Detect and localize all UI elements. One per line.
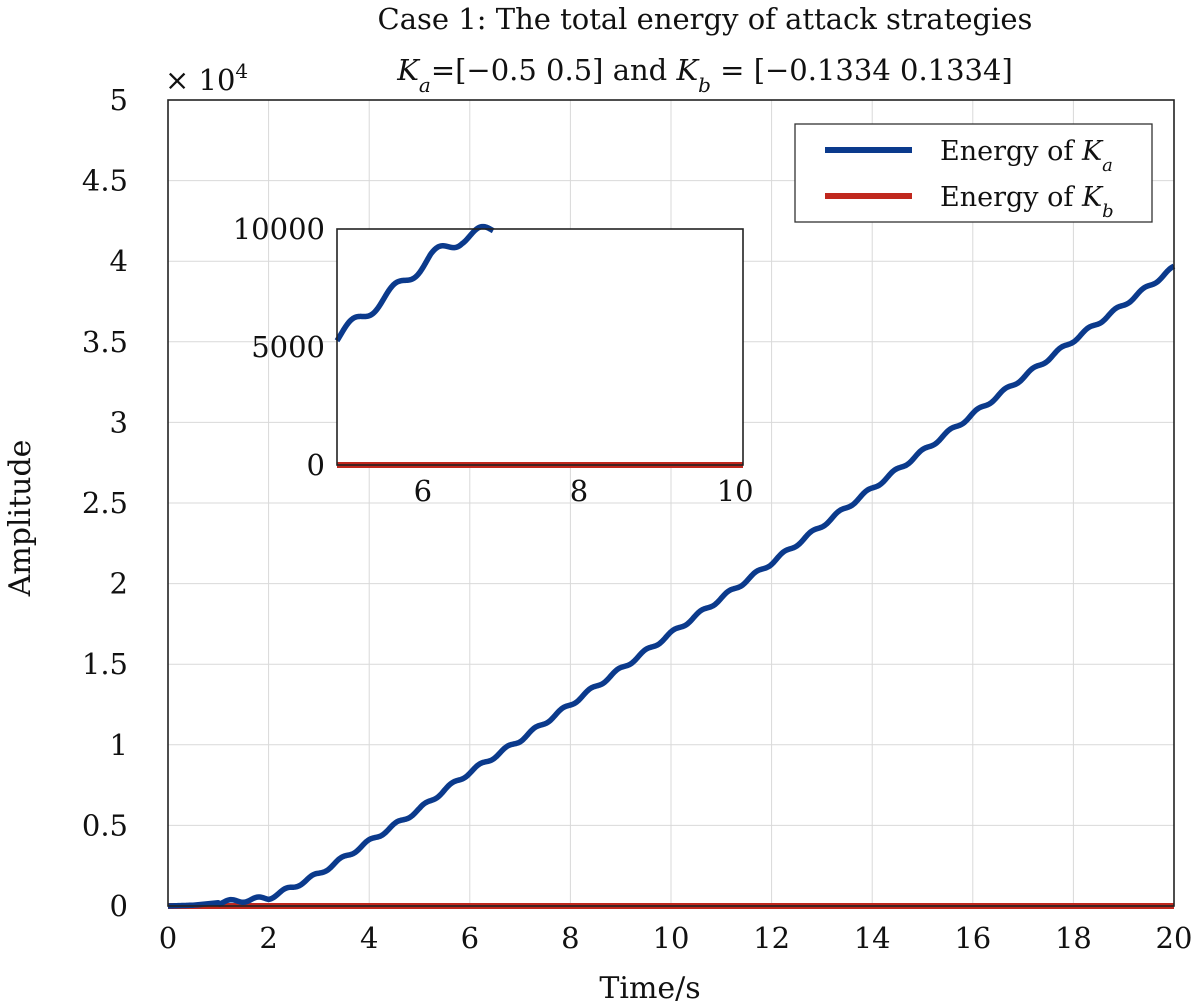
legend-box — [794, 123, 1153, 223]
main-plot-frame — [167, 99, 1175, 907]
y-tick-label: 4 — [110, 244, 128, 278]
y-tick-label: 0 — [110, 889, 128, 923]
x-axis-label: Time/s — [599, 971, 700, 1006]
y-tick-labels: 0 0.5 1 1.5 2 2.5 3 3.5 4 4.5 5 — [82, 83, 128, 923]
y-tick-label: 1.5 — [82, 647, 128, 681]
chart-title: Case 1: The total energy of attack strat… — [378, 2, 1033, 36]
y-axis-label: Amplitude — [3, 440, 38, 598]
x-tick-label: 12 — [753, 921, 790, 955]
inset-x-tick-label: 6 — [414, 474, 432, 508]
x-tick-label: 16 — [954, 921, 991, 955]
y-tick-label: 3 — [110, 405, 128, 439]
inset-background — [337, 229, 743, 465]
inset-x-tick-label: 10 — [717, 474, 754, 508]
x-tick-label: 20 — [1156, 921, 1193, 955]
inset-y-tick-label: 5000 — [251, 330, 325, 364]
x-tick-label: 4 — [360, 921, 378, 955]
x-tick-labels: 0 2 4 6 8 10 12 14 16 18 20 — [159, 921, 1193, 955]
chart-subtitle: Ka=[−0.5 0.5] and Kb = [−0.1334 0.1334] — [396, 53, 1013, 97]
inset-plot-frame — [336, 228, 744, 466]
inset-y-tick-labels: 0 5000 10000 — [233, 212, 325, 482]
y-tick-label: 2 — [110, 567, 128, 601]
x-tick-label: 6 — [461, 921, 479, 955]
y-tick-label: 1 — [110, 728, 128, 762]
y-axis-multiplier: × 104 — [165, 59, 248, 97]
y-tick-label: 0.5 — [82, 808, 128, 842]
y-tick-label: 4.5 — [82, 164, 128, 198]
inset-x-tick-label: 8 — [570, 474, 588, 508]
x-tick-label: 18 — [1055, 921, 1092, 955]
x-tick-label: 2 — [259, 921, 277, 955]
inset-x-tick-labels: 6 8 10 — [414, 474, 754, 508]
series-line-ka — [166, 263, 1176, 909]
inset-y-tick-label: 0 — [307, 448, 325, 482]
inset-series-line-ka — [334, 223, 496, 344]
x-tick-label: 0 — [159, 921, 177, 955]
x-tick-label: 10 — [653, 921, 690, 955]
x-tick-label: 8 — [561, 921, 579, 955]
y-tick-label: 2.5 — [82, 486, 128, 520]
legend-entry-kb: Energy of Kb — [940, 182, 1114, 222]
y-tick-label: 5 — [110, 83, 128, 117]
y-tick-label: 3.5 — [82, 325, 128, 359]
inset-y-tick-label: 10000 — [233, 212, 325, 246]
legend: Energy of Ka Energy of Kb — [794, 123, 1153, 223]
legend-entry-ka: Energy of Ka — [940, 136, 1113, 176]
x-tick-label: 14 — [854, 921, 891, 955]
